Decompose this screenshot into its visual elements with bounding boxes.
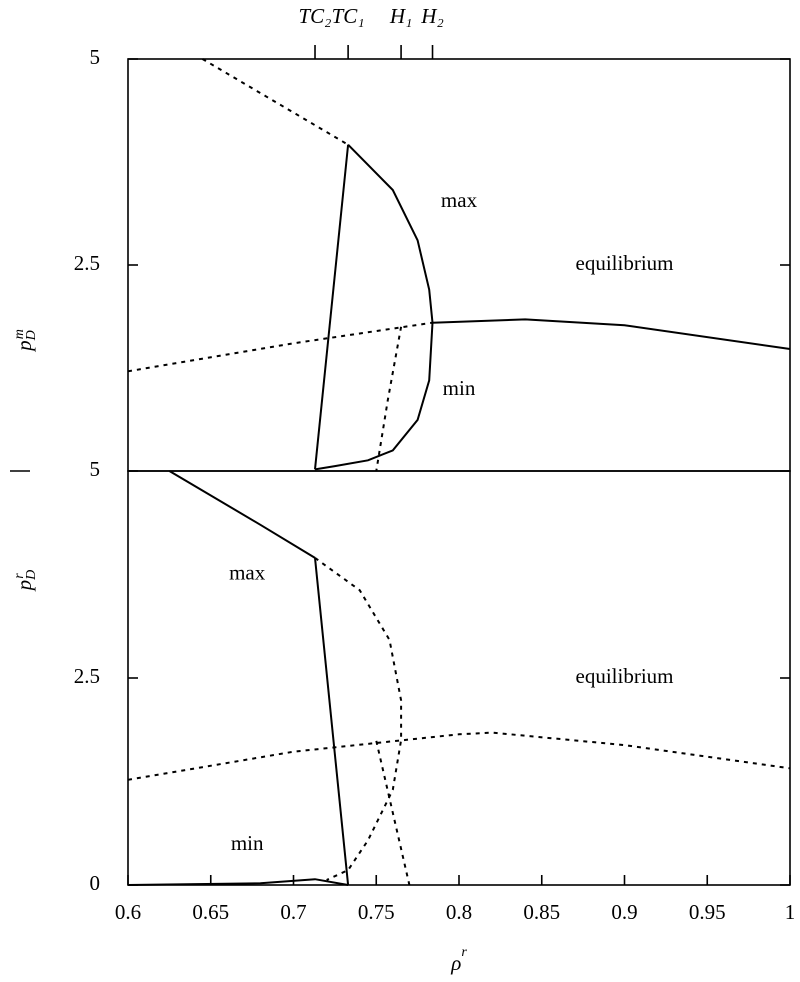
curve xyxy=(314,144,350,470)
axis-label-sup: r xyxy=(12,573,27,579)
annotation: min xyxy=(231,831,264,855)
curve xyxy=(432,318,791,350)
axis-label-sup: m xyxy=(12,329,27,339)
annotation: equilibrium xyxy=(576,664,674,688)
x-tick-label: 0.85 xyxy=(523,900,560,924)
annotation: max xyxy=(441,188,478,212)
curve xyxy=(127,878,349,886)
curve xyxy=(168,470,316,559)
annotation: equilibrium xyxy=(576,251,674,275)
axis-label: pDr xyxy=(12,570,39,593)
curve xyxy=(375,326,403,472)
x2-tick-label: H₁ xyxy=(389,4,412,28)
x-tick-label: 0.9 xyxy=(611,900,637,924)
x2-tick-label: H₂ xyxy=(420,4,443,28)
x-tick-label: 0.95 xyxy=(689,900,726,924)
y-tick-label: 2.5 xyxy=(74,664,100,688)
y-tick-label: 0 xyxy=(90,871,101,895)
x-tick-label: 0.65 xyxy=(192,900,229,924)
x2-tick-label: TC₁ xyxy=(332,4,365,28)
axis-label-base: p xyxy=(12,340,36,353)
x-tick-label: 0.8 xyxy=(446,900,472,924)
x2-tick-label: TC₂ xyxy=(299,4,332,28)
curve xyxy=(127,731,791,781)
axis-label-sup: r xyxy=(461,945,467,960)
annotation: min xyxy=(443,376,476,400)
curve xyxy=(201,58,349,146)
y-tick-label: 5 xyxy=(90,45,101,69)
x-tick-label: 0.75 xyxy=(358,900,395,924)
curve xyxy=(314,557,350,886)
y-tick-label: 5 xyxy=(90,457,101,481)
x-tick-label: 0.7 xyxy=(280,900,306,924)
y-tick-label: 2.5 xyxy=(74,251,100,275)
annotation: max xyxy=(229,560,266,584)
curve xyxy=(314,557,403,881)
axis-label: pDm xyxy=(12,329,39,353)
axis-label: ρr xyxy=(450,945,467,975)
curve xyxy=(127,321,433,373)
axis-label-sub: D xyxy=(24,330,39,341)
x-tick-label: 1 xyxy=(785,900,796,924)
curve xyxy=(375,740,411,886)
x-tick-label: 0.6 xyxy=(115,900,141,924)
curve xyxy=(314,143,434,471)
axis-label-base: p xyxy=(12,580,36,593)
plot-frame xyxy=(127,58,791,472)
plot-frame xyxy=(127,470,791,886)
axis-label-base: ρ xyxy=(450,951,461,975)
axis-label-sub: D xyxy=(24,570,39,581)
